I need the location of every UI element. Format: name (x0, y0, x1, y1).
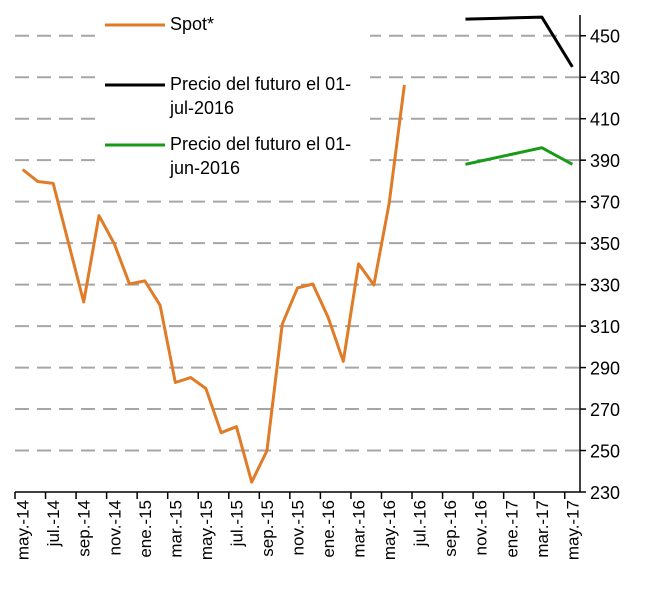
y-tick-label: 370 (590, 193, 620, 213)
y-tick-label: 410 (590, 110, 620, 130)
x-tick-label: mar.-17 (533, 500, 552, 558)
series-line (21, 84, 406, 484)
legend-label: Precio del futuro el 01-jun-2016 (170, 132, 360, 180)
x-tick-label: sep.-15 (258, 500, 277, 557)
x-tick-label: sep.-16 (441, 500, 460, 557)
x-tick-label: mar.-16 (350, 500, 369, 558)
y-tick-label: 450 (590, 27, 620, 47)
y-tick-label: 330 (590, 276, 620, 296)
x-tick-label: nov.-14 (105, 500, 124, 555)
y-tick-label: 310 (590, 317, 620, 337)
series-line (465, 15, 574, 68)
x-tick-label: may.-16 (380, 500, 399, 560)
x-tick-label: ene.-17 (502, 500, 521, 558)
x-tick-label: sep.-14 (75, 500, 94, 557)
legend-label: Spot* (170, 12, 360, 36)
x-tick-label: may.-17 (563, 500, 582, 560)
y-tick-label: 350 (590, 234, 620, 254)
x-tick-label: may.-14 (14, 500, 33, 560)
x-tick-label: may.-15 (197, 500, 216, 560)
x-tick-label: jul.-14 (44, 500, 63, 547)
y-tick-label: 270 (590, 400, 620, 420)
x-tick-label: nov.-16 (472, 500, 491, 555)
y-tick-label: 230 (590, 483, 620, 503)
x-tick-label: jul.-16 (411, 500, 430, 547)
x-tick-label: jul.-15 (227, 500, 246, 547)
legend-label: Precio del futuro el 01-jul-2016 (170, 72, 360, 120)
y-tick-label: 250 (590, 442, 620, 462)
x-tick-label: ene.-16 (319, 500, 338, 558)
x-tick-label: ene.-15 (136, 500, 155, 558)
x-tick-label: mar.-15 (166, 500, 185, 558)
y-tick-label: 390 (590, 151, 620, 171)
y-tick-label: 290 (590, 359, 620, 379)
y-tick-label: 430 (590, 68, 620, 88)
x-tick-label: nov.-15 (289, 500, 308, 555)
series-line (465, 146, 574, 166)
